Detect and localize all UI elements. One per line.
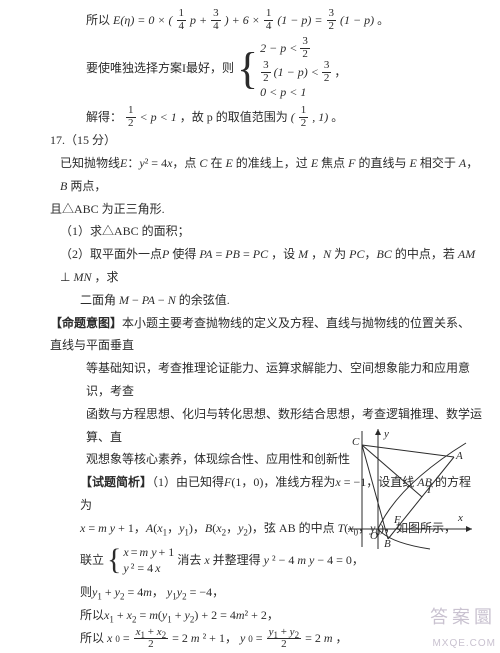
page: 所以 E(η) = 0 × ( 14 p + 34 ) + 6 × 14 (1 …: [0, 0, 500, 653]
sol-l6: 所以x0 = x1 + x22 = 2m² + 1， y0 = y1 + y22…: [22, 627, 482, 651]
q17-head: 17.（15 分）: [22, 129, 482, 152]
intent-block: 【命题意图】本小题主要考查抛物线的定义及方程、直线与抛物线的位置关系、直线与平面…: [22, 312, 482, 358]
q17-stem-2: 且△ABC 为正三角形.: [22, 198, 482, 221]
axis-y-label: y: [383, 428, 389, 440]
watermark-url: MXQE.COM: [430, 634, 496, 653]
line-only-plan-I: 要使唯独选择方案I最好，则 { 2 − p <32 32(1 − p) <32，…: [22, 32, 482, 105]
pt-F: F: [393, 514, 401, 526]
case-system: { 2 − p <32 32(1 − p) <32， 0 < p < 1: [237, 36, 346, 101]
line-e-eta: 所以 E(η) = 0 × ( 14 p + 34 ) + 6 × 14 (1 …: [22, 8, 482, 32]
origin-label: O: [370, 530, 378, 542]
q17-stem-1: 已知抛物线E：y² = 4x，点 C 在 E 的准线上，过 E 焦点 F 的直线…: [22, 152, 482, 198]
content: 所以 E(η) = 0 × ( 14 p + 34 ) + 6 × 14 (1 …: [0, 0, 500, 653]
axis-x-label: x: [457, 512, 463, 524]
intent-l2: 等基础知识，考查推理论证能力、运算求解能力、空间想象能力和应用意识，考查: [22, 357, 482, 403]
sol-l5: 所以x1 + x2 = m(y1 + y2) + 2 = 4m² + 2，: [22, 604, 482, 627]
pt-C: C: [352, 436, 360, 448]
q17-part2: （2）取平面外一点P 使得 PA = PB = PC ，设 M ，N 为 PC，…: [22, 243, 482, 289]
left-brace-icon: {: [107, 545, 121, 575]
case-lines: 2 − p <32 32(1 − p) <32， 0 < p < 1: [260, 36, 346, 101]
pt-A: A: [455, 450, 463, 462]
watermark-cn: 答案圜: [430, 600, 496, 634]
q17-part2b: 二面角 M − PA − N 的余弦值.: [22, 289, 482, 312]
watermark: 答案圜 MXQE.COM: [430, 600, 496, 653]
parabola-figure: x y O C A B F T: [348, 425, 476, 551]
sol-l4: 则y1 + y2 = 4m， y1y2 = −4，: [22, 581, 482, 604]
pt-B: B: [384, 538, 391, 550]
pt-T: T: [426, 484, 433, 496]
left-brace-icon: {: [237, 47, 258, 91]
line-solve: 解得： 12 < p < 1 ，故 p 的取值范围为 ( 12 , 1)。: [22, 105, 482, 129]
q17-part1: （1）求△ABC 的面积；: [22, 220, 482, 243]
